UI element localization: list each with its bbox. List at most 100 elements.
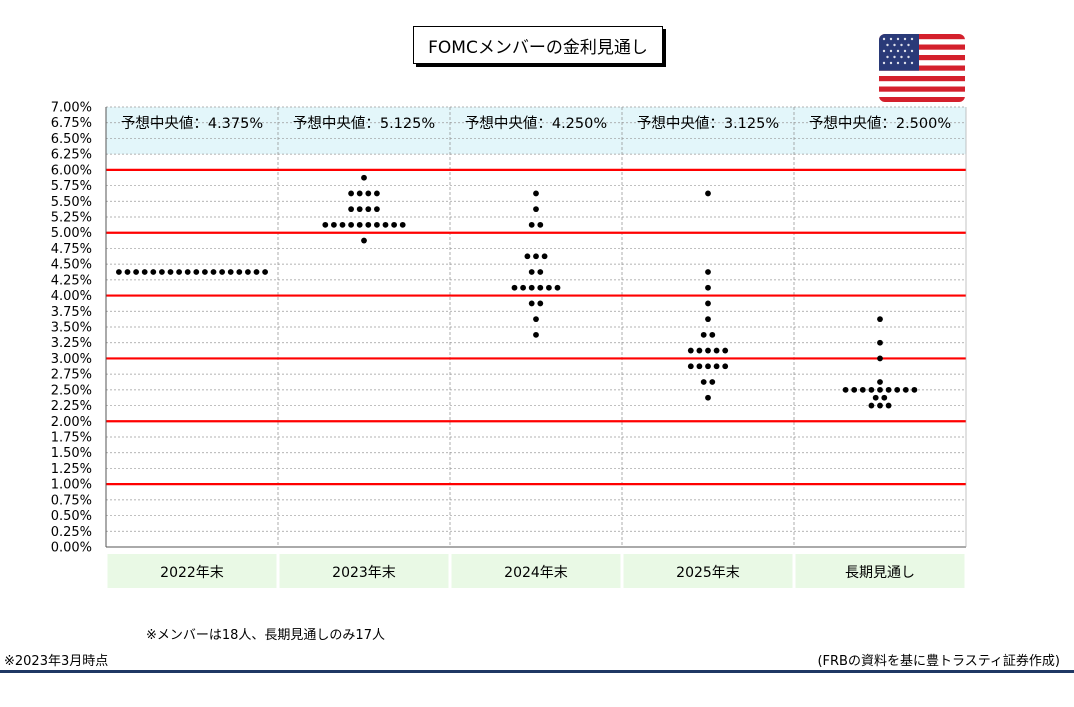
y-tick-label: 5.75% [51, 179, 92, 194]
y-tick-label: 5.25% [51, 211, 92, 226]
dot-3 [511, 284, 518, 291]
dot-3 [520, 284, 526, 291]
category-band [107, 554, 277, 588]
dot-1 [219, 269, 226, 275]
dot-2 [339, 221, 346, 228]
y-tick-label: 4.50% [51, 258, 92, 273]
dot-1 [141, 269, 148, 275]
bottom-rule [0, 670, 1074, 673]
dot-4 [705, 363, 711, 370]
dot-4 [722, 363, 729, 370]
dot-2 [374, 206, 380, 213]
dot-1 [167, 269, 174, 275]
y-tick-label: 0.50% [51, 509, 92, 524]
source-note: (FRBの資料を基に豊トラスティ証券作成) [817, 654, 1060, 669]
median-label: 予想中央値：4.375% [121, 115, 263, 132]
dot-3 [533, 190, 539, 197]
dot-3 [533, 331, 539, 338]
dot-4 [705, 300, 711, 307]
dot-3 [537, 300, 544, 307]
y-tick-label: 3.25% [51, 336, 92, 351]
category-label: 2025年末 [676, 565, 740, 581]
dot-4 [709, 331, 716, 338]
dot-2 [356, 190, 363, 197]
dot-2 [356, 206, 363, 213]
y-tick-label: 1.50% [51, 446, 92, 461]
dot-3 [537, 269, 544, 275]
category-label: 2024年末 [504, 565, 568, 581]
dot-2 [356, 221, 363, 228]
dot-2 [365, 206, 372, 213]
y-tick-label: 0.25% [51, 525, 92, 540]
dot-1 [150, 269, 157, 275]
dot-1 [193, 269, 200, 275]
dot-5 [851, 386, 858, 393]
dot-5 [877, 402, 883, 409]
dot-4 [705, 269, 711, 275]
median-label: 予想中央値：5.125% [293, 115, 435, 132]
dot-3 [528, 269, 535, 275]
dot-3 [528, 284, 535, 291]
dot-4 [687, 347, 694, 354]
dot-5 [872, 394, 879, 401]
dot-1 [184, 269, 191, 275]
y-tick-label: 1.00% [51, 478, 92, 493]
dot-4 [709, 379, 716, 385]
dot-1 [210, 269, 217, 275]
dot-2 [331, 221, 337, 228]
dot-4 [705, 284, 711, 291]
dot-4 [700, 331, 707, 338]
y-tick-label: 2.75% [51, 368, 92, 383]
dot-5 [894, 386, 901, 393]
dot-5 [877, 355, 883, 362]
dot-1 [116, 269, 122, 275]
dot-3 [533, 206, 539, 213]
dot-2 [365, 190, 372, 197]
dot-3 [537, 221, 544, 228]
y-tick-label: 0.00% [51, 541, 92, 556]
dot-5 [885, 402, 892, 409]
as-of-note: ※2023年3月時点 [4, 654, 109, 669]
dot-4 [696, 363, 703, 370]
dot-5 [868, 402, 875, 409]
dot-5 [842, 386, 849, 393]
dot-1 [253, 269, 260, 275]
members-note: ※メンバーは18人、長期見通しのみ17人 [146, 628, 385, 643]
y-tick-label: 7.00% [51, 101, 92, 116]
y-tick-label: 4.75% [51, 242, 92, 257]
dot-5 [881, 394, 888, 401]
dot-3 [554, 284, 561, 291]
dot-4 [687, 363, 694, 370]
y-tick-label: 5.00% [51, 226, 92, 241]
y-tick-label: 6.50% [51, 132, 92, 147]
y-tick-label: 2.50% [51, 383, 92, 398]
y-tick-label: 2.00% [51, 415, 92, 430]
dot-5 [911, 386, 918, 393]
median-label: 予想中央値：4.250% [465, 115, 607, 132]
dot-5 [868, 386, 875, 393]
dot-1 [202, 269, 208, 275]
dot-4 [713, 347, 720, 354]
category-label: 2022年末 [160, 565, 224, 581]
dot-2 [374, 190, 380, 197]
y-tick-label: 4.25% [51, 273, 92, 288]
category-label: 長期見通し [845, 565, 915, 581]
dot-2 [382, 221, 389, 228]
dot-3 [537, 284, 544, 291]
dot-3 [524, 253, 531, 260]
dot-5 [877, 339, 883, 346]
category-band [623, 554, 793, 588]
median-band [106, 107, 966, 155]
dot-2 [365, 221, 372, 228]
dot-2 [399, 221, 406, 228]
category-band [795, 554, 965, 588]
dot-3 [533, 253, 539, 260]
dot-2 [348, 221, 354, 228]
dot-4 [705, 190, 711, 197]
dot-4 [722, 347, 729, 354]
dot-2 [361, 237, 367, 244]
dot-2 [391, 221, 397, 228]
dot-3 [541, 253, 548, 260]
dot-1 [133, 269, 140, 275]
dot-2 [348, 190, 354, 197]
